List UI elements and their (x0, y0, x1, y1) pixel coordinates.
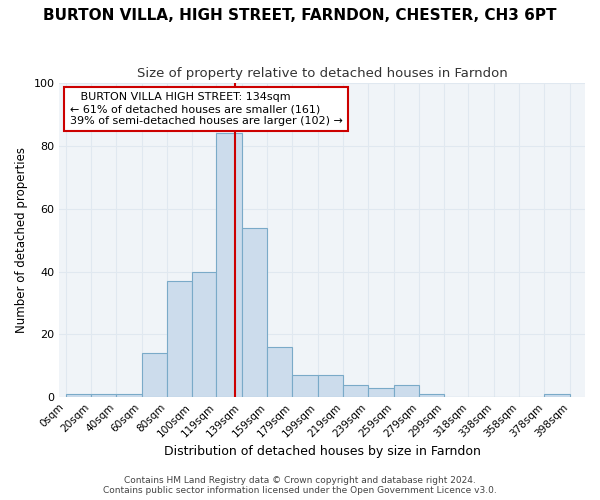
Text: BURTON VILLA HIGH STREET: 134sqm
← 61% of detached houses are smaller (161)
39% : BURTON VILLA HIGH STREET: 134sqm ← 61% o… (70, 92, 343, 126)
Bar (91, 394, 116, 397)
Text: BURTON VILLA, HIGH STREET, FARNDON, CHESTER, CH3 6PT: BURTON VILLA, HIGH STREET, FARNDON, CHES… (43, 8, 557, 22)
Bar (343, 384, 368, 397)
Bar (142, 353, 167, 397)
Y-axis label: Number of detached properties: Number of detached properties (15, 147, 28, 333)
Bar (193, 272, 217, 397)
Bar (116, 394, 142, 397)
Bar (318, 375, 343, 397)
Bar (267, 347, 292, 397)
X-axis label: Distribution of detached houses by size in Farndon: Distribution of detached houses by size … (164, 444, 481, 458)
Bar (394, 384, 419, 397)
Bar (167, 281, 193, 397)
Bar (242, 228, 267, 397)
Bar (544, 394, 570, 397)
Text: Contains HM Land Registry data © Crown copyright and database right 2024.
Contai: Contains HM Land Registry data © Crown c… (103, 476, 497, 495)
Bar (368, 388, 394, 397)
Bar (419, 394, 445, 397)
Bar (217, 134, 242, 397)
Title: Size of property relative to detached houses in Farndon: Size of property relative to detached ho… (137, 68, 508, 80)
Bar (292, 375, 318, 397)
Bar (66, 394, 91, 397)
